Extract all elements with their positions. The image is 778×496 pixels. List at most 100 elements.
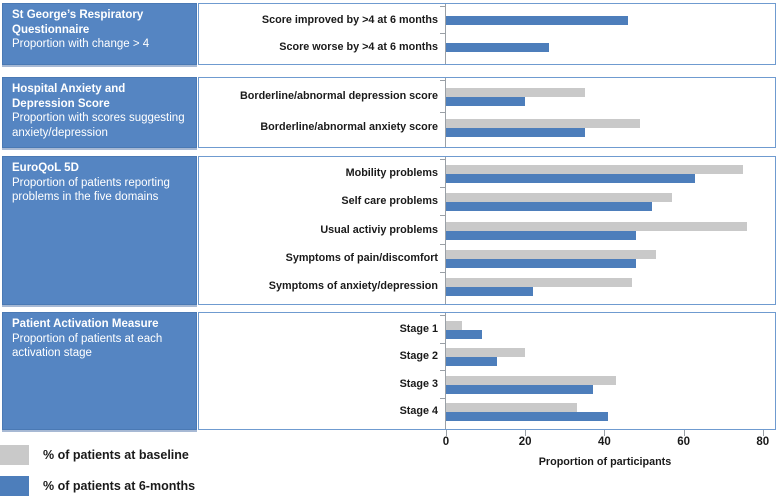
baseline-bar: [446, 277, 633, 287]
category-row: Stage 2: [199, 342, 775, 372]
panel-2-plot-area: Borderline/abnormal depression score Bord…: [198, 77, 776, 148]
y-axis-line: [445, 157, 446, 304]
six-months-bar: [446, 174, 696, 184]
six-months-bar: [446, 412, 609, 422]
panel-2: Hospital Anxiety and Depression Score Pro…: [0, 77, 778, 148]
six-months-bar: [446, 258, 637, 268]
category-label: Borderline/abnormal depression score: [239, 89, 438, 102]
x-axis-tick-label: 60: [677, 436, 690, 448]
six-months-bar: [446, 43, 549, 52]
category-row: Borderline/abnormal depression score: [199, 80, 775, 113]
category-row: Usual activiy problems: [199, 215, 775, 244]
x-axis-tick: [446, 430, 447, 436]
bar-group: [446, 43, 549, 52]
x-axis-tick: [604, 430, 606, 436]
legend-baseline-label: % of patients at baseline: [43, 448, 189, 462]
baseline-bar: [446, 165, 743, 175]
category-row: Mobility problems: [199, 158, 775, 188]
bar-group: [446, 277, 633, 296]
category-row: Borderline/abnormal anxiety score: [199, 111, 775, 145]
category-row: Symptoms of pain/discomfort: [199, 243, 775, 273]
x-axis-tick-label: 20: [518, 436, 532, 448]
x-axis-title: Proportion of participants: [538, 456, 672, 468]
panel-1-label-box: St George’s Respiratory Questionnaire Pro…: [2, 3, 197, 65]
baseline-bar: [446, 249, 656, 259]
baseline-bar: [446, 193, 672, 203]
panel-subtitle: Proportion with scores suggesting anxiet…: [12, 112, 185, 140]
category-label: Self care problems: [341, 195, 438, 208]
panel-subtitle: Proportion of patients at each activatio…: [12, 332, 163, 360]
x-axis-tick-label: 80: [756, 436, 770, 448]
y-axis-line: [445, 4, 446, 64]
panel-title: EuroQoL 5D: [12, 162, 79, 174]
six-months-bar: [446, 384, 593, 394]
six-months-bar: [446, 286, 534, 296]
panel-subtitle: Proportion with change > 4: [12, 38, 150, 51]
bar-group: [446, 16, 629, 25]
six-months-bar: [446, 16, 629, 25]
six-months-bar: [446, 96, 526, 106]
six-months-bar: [446, 202, 652, 212]
bar-group: [446, 87, 585, 106]
x-axis-tick: [683, 430, 685, 436]
x-axis-tick: [762, 430, 764, 436]
six-months-bar: [446, 357, 498, 367]
x-axis-tick: [525, 430, 527, 436]
panel-3-plot-area: Mobility problems Self care problems Usual…: [198, 156, 776, 305]
panel-4: Patient Activation Measure Proportion of …: [0, 312, 778, 430]
panel-1: St George’s Respiratory Questionnaire Pro…: [0, 3, 778, 65]
category-label: Score worse by >4 at 6 months: [279, 40, 438, 53]
bar-group: [446, 375, 617, 394]
baseline-bar: [446, 87, 585, 97]
category-label: Score improved by >4 at 6 months: [261, 13, 438, 26]
panel-4-plot-area: Stage 1 Stage 2 Stage 3 Stage 4: [198, 312, 776, 430]
y-axis-line: [445, 78, 446, 147]
bar-group: [446, 249, 656, 268]
category-label: Stage 1: [399, 322, 438, 335]
baseline-bar: [446, 119, 641, 129]
baseline-bar: [446, 375, 617, 385]
baseline-swatch-icon: [0, 445, 29, 465]
panel-title: Hospital Anxiety and Depression Score: [12, 83, 126, 110]
category-row: Symptoms of anxiety/depression: [199, 271, 775, 301]
category-row: Score worse by >4 at 6 months: [199, 33, 775, 61]
panel-3-label-box: EuroQoL 5D Proportion of patients reporti…: [2, 156, 197, 305]
bar-group: [446, 320, 482, 339]
bar-group: [446, 119, 641, 138]
baseline-bar: [446, 221, 747, 231]
category-label: Stage 2: [399, 350, 438, 363]
six-months-bar: [446, 230, 637, 240]
bar-group: [446, 165, 743, 184]
category-label: Symptoms of pain/discomfort: [285, 251, 438, 264]
bar-group: [446, 348, 526, 367]
panel-title: St George’s Respiratory Questionnaire: [12, 9, 144, 36]
category-row: Stage 1: [199, 315, 775, 344]
category-label: Symptoms of anxiety/depression: [268, 279, 438, 292]
category-label: Usual activiy problems: [320, 223, 438, 236]
category-label: Stage 4: [399, 405, 438, 418]
six-months-bar: [446, 329, 482, 339]
category-label: Mobility problems: [345, 167, 438, 180]
category-row: Stage 4: [199, 397, 775, 427]
panel-3: EuroQoL 5D Proportion of patients reporti…: [0, 156, 778, 305]
legend-followup-label: % of patients at 6-months: [43, 479, 196, 493]
x-axis-tick-label: 40: [597, 436, 611, 448]
panel-subtitle: Proportion of patients reporting problem…: [12, 176, 170, 204]
category-row: Score improved by >4 at 6 months: [199, 6, 775, 34]
bar-group: [446, 403, 609, 422]
baseline-bar: [446, 320, 462, 330]
baseline-bar: [446, 403, 577, 413]
bar-group: [446, 221, 747, 240]
bar-group: [446, 193, 672, 212]
category-label: Stage 3: [399, 377, 438, 390]
followup-swatch-icon: [0, 476, 29, 496]
category-row: Self care problems: [199, 187, 775, 216]
panel-2-label-box: Hospital Anxiety and Depression Score Pro…: [2, 77, 197, 148]
baseline-bar: [446, 348, 526, 358]
x-axis-tick-label: 0: [442, 436, 450, 448]
panel-1-plot-area: Score improved by >4 at 6 months Score wo…: [198, 3, 776, 65]
six-months-bar: [446, 128, 585, 138]
category-label: Borderline/abnormal anxiety score: [260, 121, 438, 134]
panel-4-label-box: Patient Activation Measure Proportion of …: [2, 312, 197, 430]
